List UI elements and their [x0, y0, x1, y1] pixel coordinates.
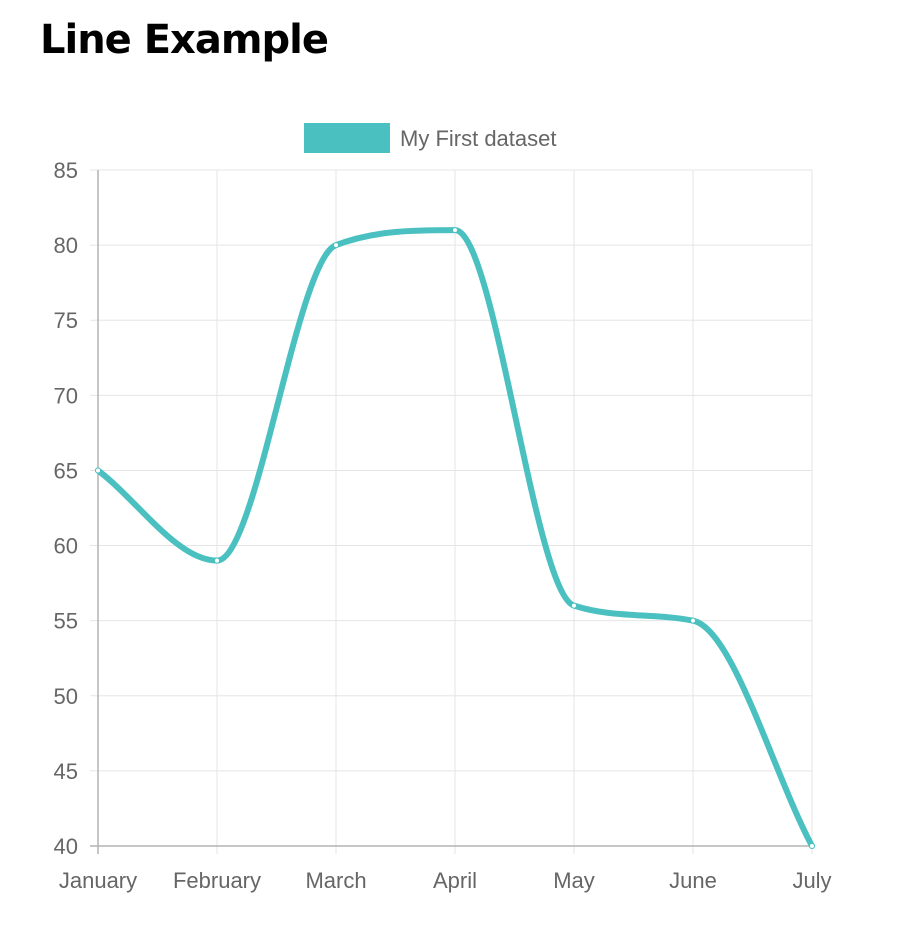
y-tick-label: 70 — [54, 383, 78, 408]
data-point[interactable] — [690, 617, 696, 624]
x-tick-labels: January February March April May June July — [59, 868, 832, 893]
y-tick-label: 65 — [54, 458, 78, 483]
y-tick-labels: 40 45 50 55 60 65 70 75 80 85 — [54, 158, 78, 859]
x-tick-label: April — [433, 868, 477, 893]
y-tick-label: 55 — [54, 609, 78, 634]
x-tick-label: July — [792, 868, 831, 893]
y-tick-label: 60 — [54, 534, 78, 559]
x-tick-label: June — [669, 868, 717, 893]
data-point[interactable] — [214, 557, 220, 564]
y-tick-label: 85 — [54, 158, 78, 183]
data-point[interactable] — [809, 843, 815, 849]
legend-swatch[interactable] — [304, 123, 390, 153]
y-tick-label: 80 — [54, 233, 78, 258]
data-point[interactable] — [571, 602, 577, 609]
legend[interactable]: My First dataset — [304, 123, 556, 153]
axes — [90, 170, 812, 854]
data-point[interactable] — [95, 467, 101, 474]
grid-lines — [90, 169, 813, 854]
y-tick-label: 50 — [54, 684, 78, 709]
x-tick-label: March — [305, 868, 366, 893]
x-tick-label: January — [59, 868, 137, 893]
y-tick-label: 75 — [54, 308, 78, 333]
data-points[interactable] — [95, 227, 815, 849]
data-point[interactable] — [333, 242, 339, 249]
data-point[interactable] — [452, 227, 458, 234]
y-tick-label: 40 — [54, 834, 78, 859]
x-tick-label: February — [173, 868, 261, 893]
page-title: Line Example — [40, 17, 329, 63]
x-tick-label: May — [553, 868, 595, 893]
legend-label[interactable]: My First dataset — [400, 126, 556, 151]
y-tick-label: 45 — [54, 759, 78, 784]
